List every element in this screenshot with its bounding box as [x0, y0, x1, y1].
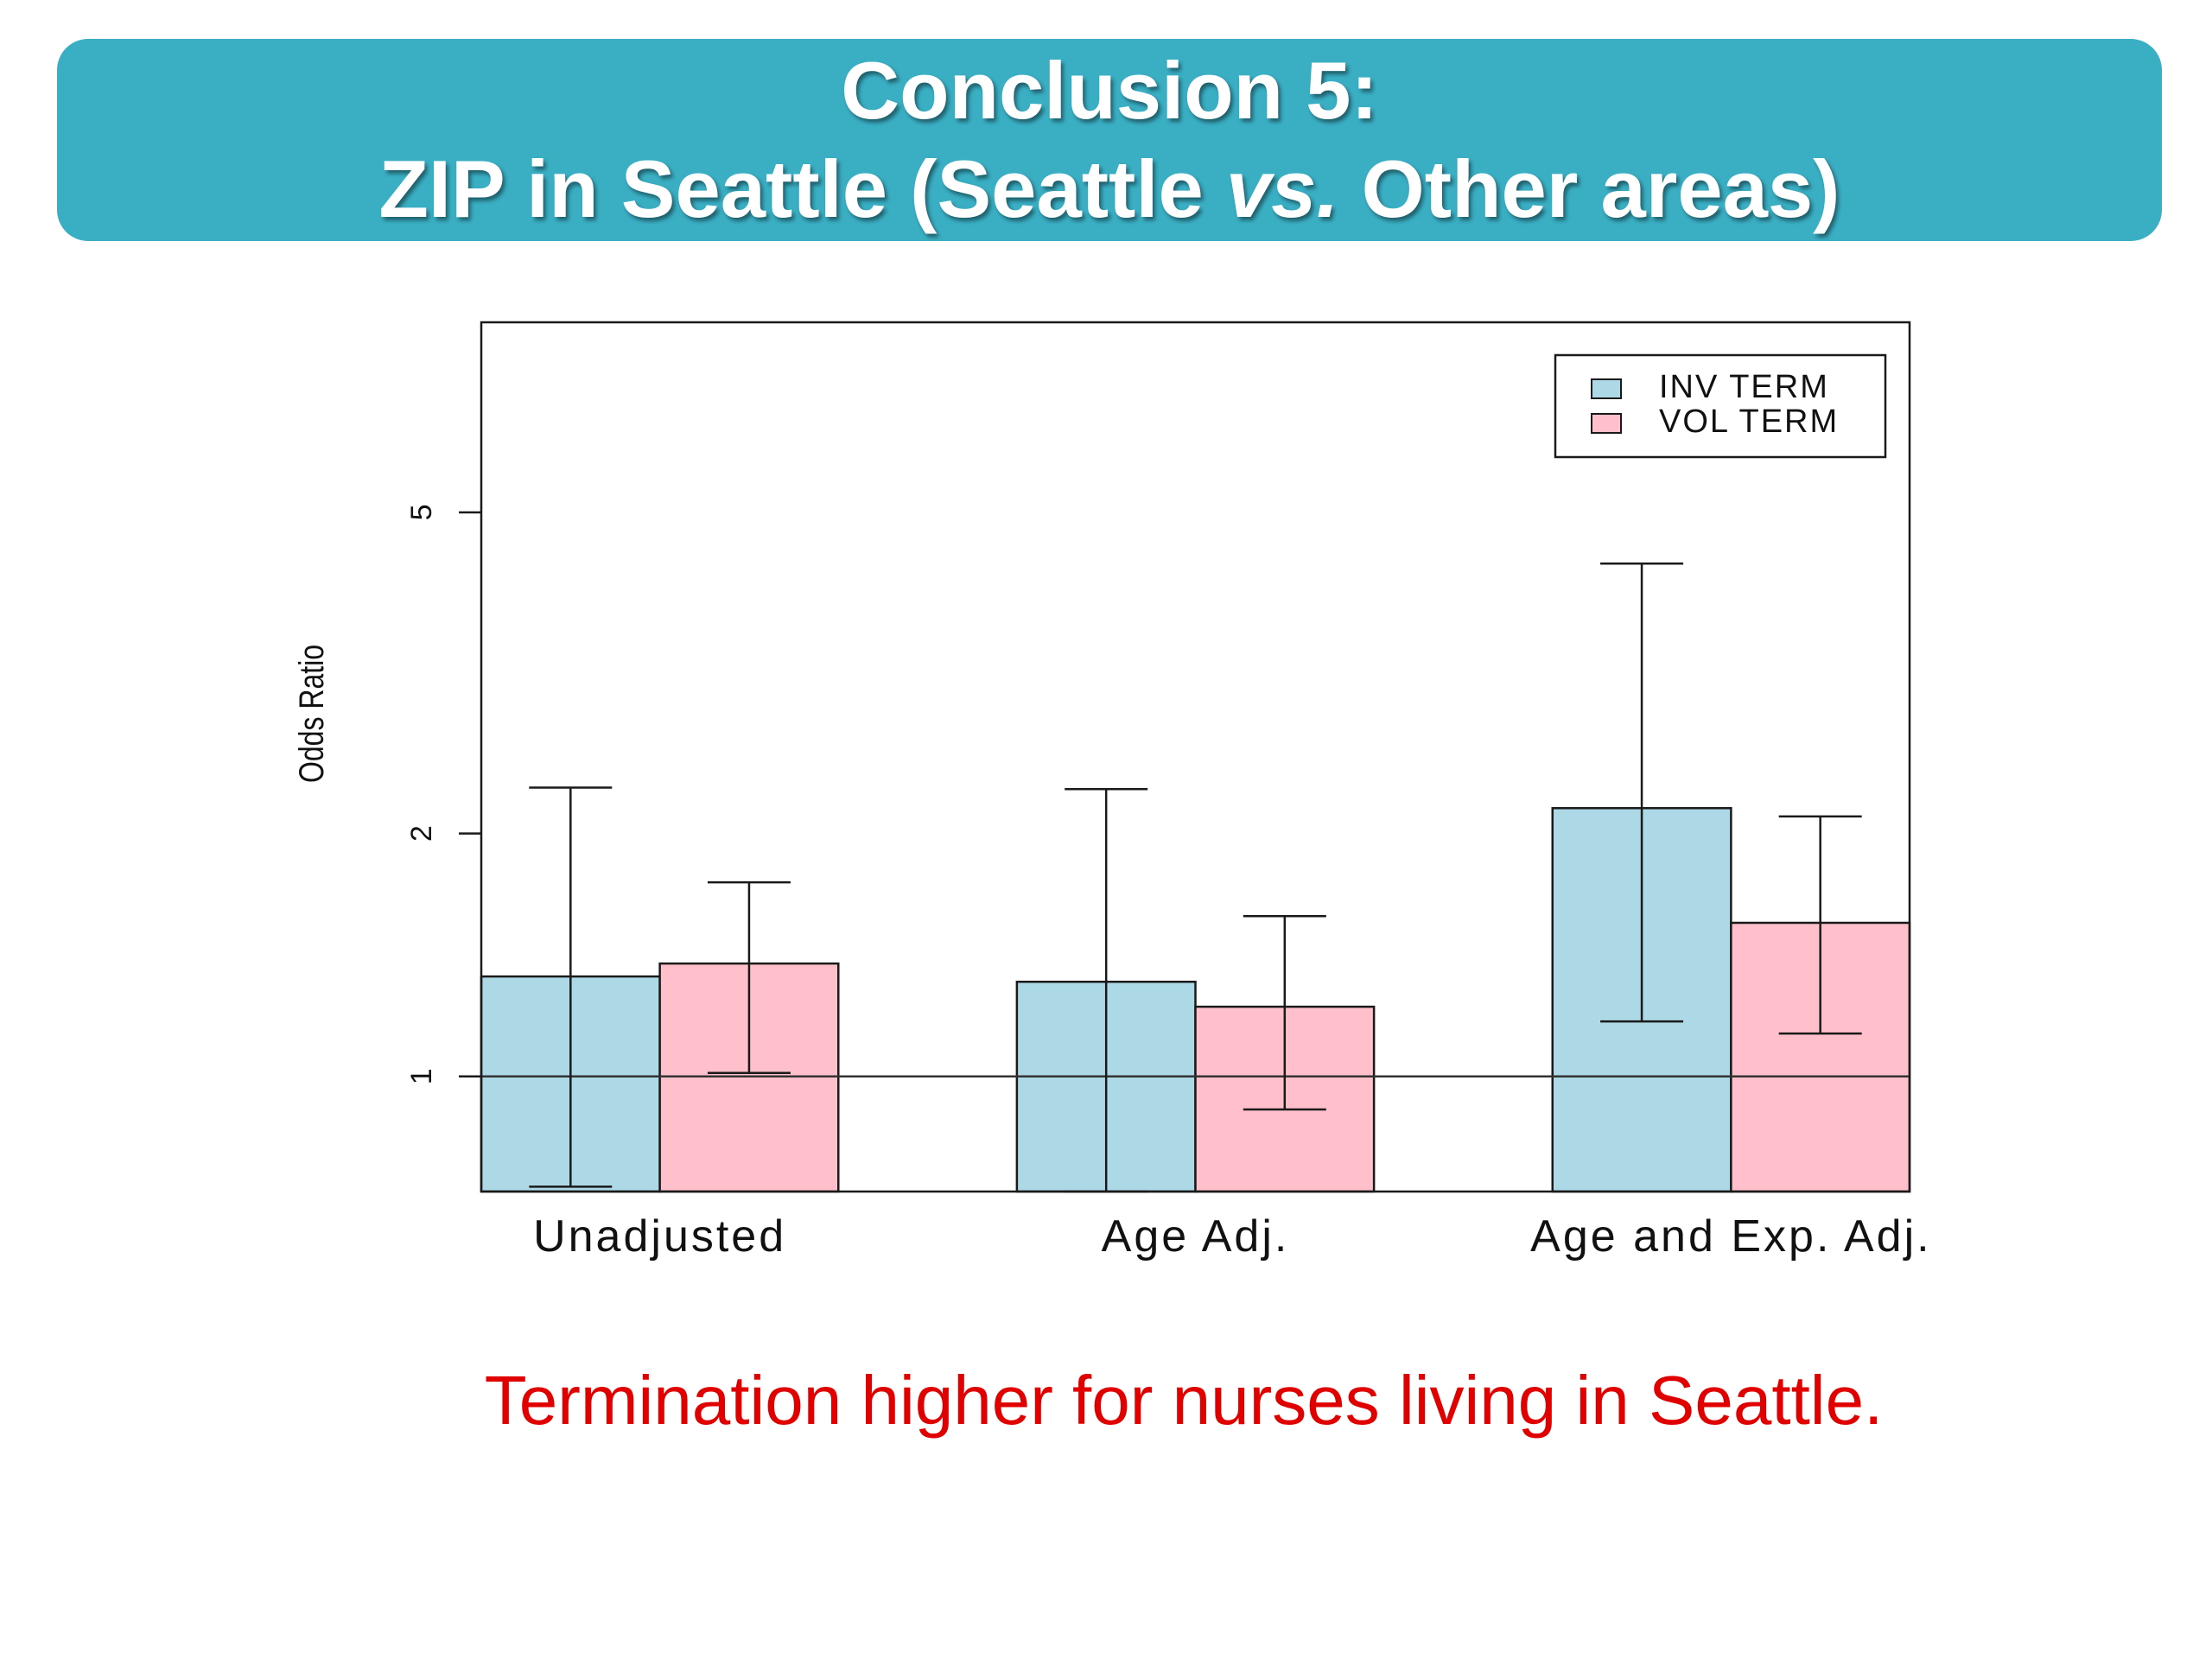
slide-title-line-2: ZIP in Seattle (Seattle vs. Other areas): [379, 140, 1840, 238]
y-tick-label-1: 1: [405, 1068, 438, 1084]
y-axis-label: Odds Ratio: [292, 645, 331, 783]
plot-layer: 1 2 5 Odds Ratio Unadjusted Age Adj. Age and E…: [292, 321, 1931, 1262]
title-part-vs: vs.: [1225, 143, 1339, 234]
slide-title-line-1: Conclusion 5:: [841, 45, 1378, 136]
legend-label-inv-term: INV TERM: [1659, 369, 1829, 405]
y-tick-label-5: 5: [405, 505, 438, 521]
legend-label-vol-term: VOL TERM: [1659, 404, 1839, 440]
x-tick-label-2: Age and Exp. Adj.: [1530, 1211, 1931, 1262]
legend-swatch-vol-term: [1591, 413, 1622, 434]
title-banner: Conclusion 5: ZIP in Seattle (Seattle vs…: [57, 39, 2162, 241]
legend-box: [1554, 353, 1887, 459]
slide-caption: Termination higher for nurses living in …: [484, 1362, 1884, 1439]
title-part-b: Other areas): [1338, 143, 1840, 234]
x-tick-label-1: Age Adj.: [1102, 1211, 1290, 1262]
y-tick-label-2: 2: [405, 825, 438, 842]
x-tick-label-0: Unadjusted: [533, 1211, 786, 1262]
title-part-a: ZIP in Seattle (Seattle: [378, 143, 1226, 234]
legend-swatch-inv-term: [1591, 378, 1622, 399]
plot-frame: [480, 321, 1911, 1193]
